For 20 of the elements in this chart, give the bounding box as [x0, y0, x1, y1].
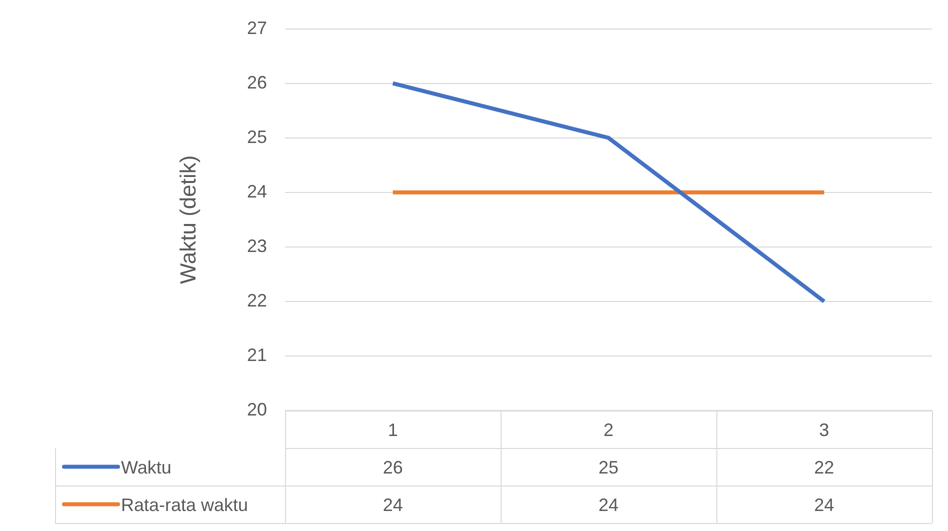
x-tick-label: 2 — [603, 420, 614, 440]
legend-label: Rata-rata waktu — [121, 495, 248, 516]
data-label: 22 — [814, 458, 834, 478]
y-tick-label: 25 — [246, 126, 267, 147]
data-label: 24 — [598, 495, 619, 516]
legend-label: Waktu — [121, 458, 172, 478]
y-tick-label: 26 — [246, 72, 267, 92]
x-tick-label: 1 — [388, 420, 398, 440]
data-label: 24 — [814, 495, 834, 516]
y-tick-label: 21 — [246, 344, 267, 365]
y-tick-label: 24 — [246, 181, 267, 202]
y-tick-label: 27 — [246, 18, 267, 38]
data-label: 26 — [382, 458, 403, 478]
data-label: 25 — [598, 458, 619, 478]
data-label: 24 — [382, 495, 403, 516]
y-tick-label: 20 — [246, 399, 267, 420]
y-axis-title: Waktu (detik) — [175, 155, 200, 284]
y-tick-label: 23 — [246, 236, 267, 256]
y-tick-label: 22 — [246, 290, 267, 310]
x-tick-label: 3 — [819, 420, 830, 440]
